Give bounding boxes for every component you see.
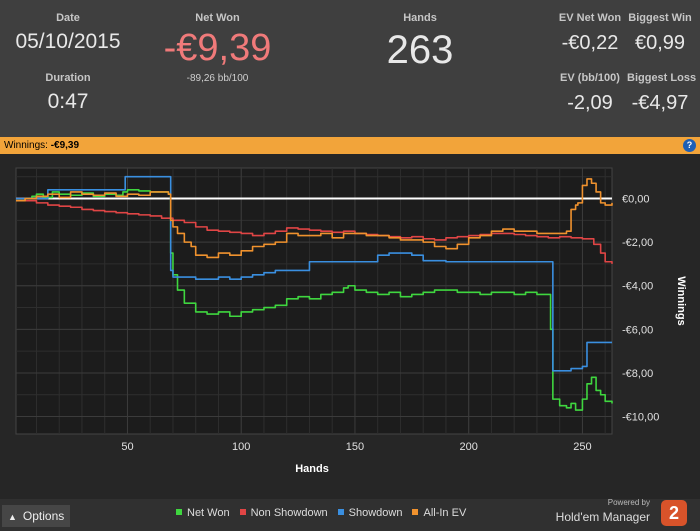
net-won-label: Net Won	[195, 12, 240, 24]
biggest-loss-value: -€4,97	[631, 92, 689, 114]
stats-panel: Date 05/10/2015 Duration 0:47 Net Won -€…	[0, 0, 700, 137]
options-button[interactable]: ▲ Options	[2, 505, 70, 527]
biggest-win-label: Biggest Win	[628, 12, 692, 24]
chart-legend: Net Won Non Showdown Showdown All-In EV	[176, 507, 476, 519]
brand-badge-icon: 2	[661, 500, 687, 526]
legend-item-all-in-ev[interactable]: All-In EV	[412, 507, 466, 519]
ev-net-won-value: -€0,22	[561, 32, 619, 54]
x-tick-label: 50	[121, 441, 133, 453]
y-tick-label: -€10,00	[622, 412, 659, 424]
series-line-showdown	[16, 175, 612, 372]
legend-label: Showdown	[348, 507, 403, 519]
ev-net-won-stat: EV Net Won -€0,22	[555, 12, 625, 55]
date-stat: Date 05/10/2015	[8, 12, 128, 54]
ev-bb-stat: EV (bb/100) -2,09	[555, 72, 625, 115]
winnings-chart: 50 100 150 200 250 €0,00 -€2,00 -€4,00 -€6,00 -€8…	[15, 167, 687, 475]
hands-value: 263	[386, 28, 454, 72]
x-tick-label: 100	[232, 441, 250, 453]
biggest-loss-stat: Biggest Loss -€4,97	[627, 72, 697, 115]
brand-name: Hold'em Manager	[555, 510, 650, 524]
ev-net-won-label: EV Net Won	[558, 12, 622, 24]
biggest-win-value: €0,99	[634, 32, 686, 54]
ev-bb-value: -2,09	[567, 92, 613, 114]
winnings-label: Winnings:	[4, 140, 48, 151]
y-tick-label: -€4,00	[622, 281, 653, 293]
duration-stat: Duration 0:47	[8, 72, 128, 114]
legend-label: Net Won	[187, 507, 230, 519]
legend-swatch	[239, 509, 246, 515]
legend-label: All-In EV	[423, 507, 467, 519]
footer: ▲ Options Net Won Non Showdown Showdown All-…	[0, 498, 700, 531]
legend-item-net-won[interactable]: Net Won	[176, 507, 230, 519]
date-label: Date	[56, 12, 80, 24]
brand-logo: Powered by Hold'em Manager 2	[550, 498, 690, 530]
x-tick-label: 200	[460, 441, 478, 453]
powered-by-text: Powered by	[607, 498, 650, 507]
date-value: 05/10/2015	[15, 30, 121, 53]
y-tick-label: -€6,00	[622, 324, 653, 336]
series-line-all-in-ev	[16, 178, 613, 259]
duration-label: Duration	[45, 72, 91, 84]
winnings-bar: Winnings: -€9,39 ?	[0, 137, 700, 154]
y-axis-label: Winnings	[675, 276, 687, 325]
biggest-loss-label: Biggest Loss	[627, 72, 697, 84]
options-label: Options	[22, 509, 65, 523]
hands-stat: Hands 263	[360, 12, 480, 73]
x-tick-label: 250	[573, 441, 591, 453]
legend-swatch	[337, 509, 344, 515]
legend-swatch	[412, 509, 419, 515]
net-won-stat: Net Won -€9,39 -89,26 bb/100	[145, 12, 290, 84]
legend-label: Non Showdown	[250, 507, 328, 519]
x-tick-label: 150	[346, 441, 364, 453]
biggest-win-stat: Biggest Win €0,99	[627, 12, 693, 55]
plot-frame	[15, 167, 613, 435]
legend-item-non-showdown[interactable]: Non Showdown	[239, 507, 328, 519]
help-icon[interactable]: ?	[683, 139, 696, 152]
y-tick-label: -€2,00	[622, 237, 653, 249]
series-line-non-showdown	[16, 197, 613, 264]
ev-bb-label: EV (bb/100)	[560, 72, 620, 84]
duration-value: 0:47	[47, 90, 89, 113]
y-tick-label: -€8,00	[622, 368, 653, 380]
triangle-up-icon: ▲	[8, 512, 17, 522]
net-won-value: -€9,39	[163, 27, 272, 69]
legend-swatch	[176, 509, 182, 515]
legend-item-showdown[interactable]: Showdown	[337, 507, 403, 519]
y-tick-label: €0,00	[622, 194, 650, 206]
net-won-bb: -89,26 bb/100	[186, 73, 249, 84]
x-axis-label: Hands	[295, 463, 329, 475]
hands-label: Hands	[403, 12, 437, 24]
winnings-value: -€9,39	[50, 140, 80, 151]
